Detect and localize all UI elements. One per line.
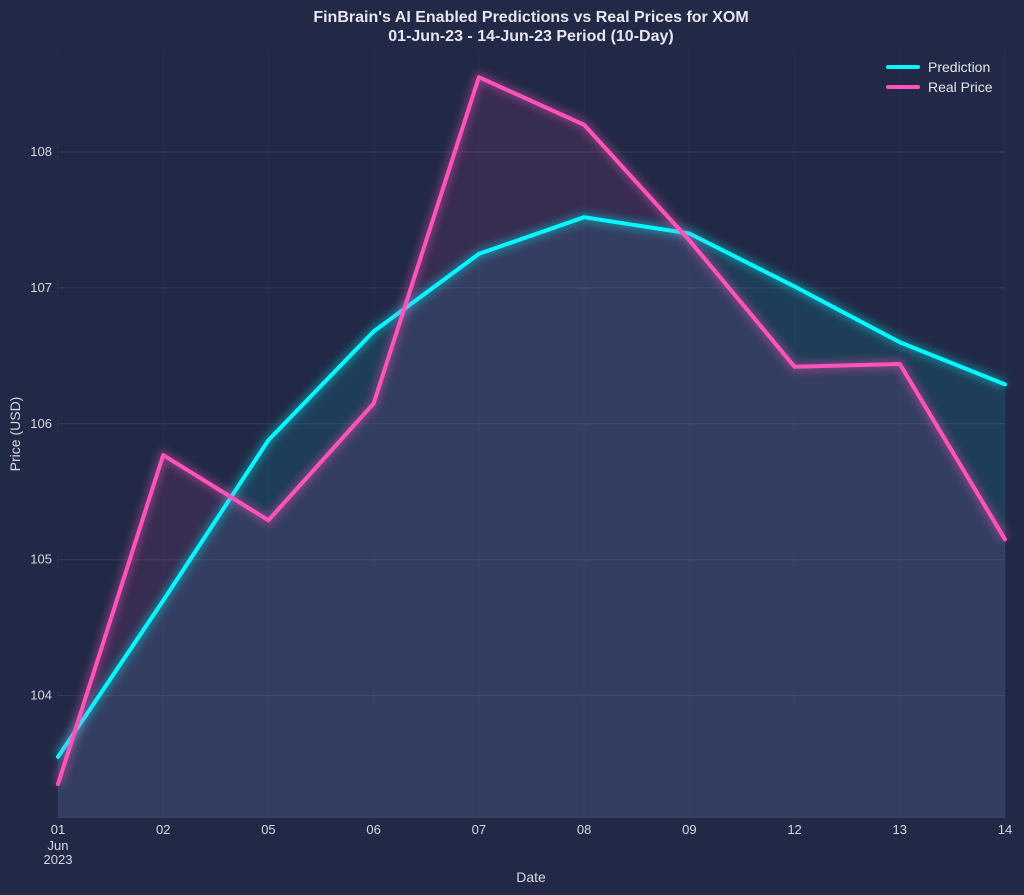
x-tick-label: 13: [893, 822, 907, 837]
y-tick-label: 107: [30, 280, 52, 295]
x-tick-label: 06: [366, 822, 380, 837]
chart-subtitle: 01-Jun-23 - 14-Jun-23 Period (10-Day): [388, 28, 673, 45]
real-price-line: [56, 75, 1007, 787]
x-tick-label: 01: [51, 822, 65, 837]
x-tick-label: 08: [577, 822, 591, 837]
y-axis-ticks: 104 105 106 107 108: [30, 144, 52, 703]
prediction-area-fill: [58, 217, 1005, 818]
x-tick-sublabel: Jun: [48, 838, 69, 853]
plot-area: [58, 50, 1005, 818]
y-tick-label: 108: [30, 144, 52, 159]
x-tick-label: 02: [156, 822, 170, 837]
chart-title: FinBrain's AI Enabled Predictions vs Rea…: [313, 9, 748, 26]
real-price-area-fill: [58, 77, 1005, 818]
legend: Prediction Real Price: [886, 59, 993, 95]
x-tick-label: 09: [682, 822, 696, 837]
y-tick-label: 106: [30, 416, 52, 431]
x-tick-label: 05: [261, 822, 275, 837]
x-axis-label: Date: [516, 869, 546, 885]
x-tick-sublabel: 2023: [44, 852, 73, 867]
series-lines: [53, 72, 1010, 787]
x-tick-label: 14: [998, 822, 1012, 837]
prediction-line: [56, 215, 1007, 759]
y-axis-label: Price (USD): [7, 397, 23, 472]
x-tick-label: 12: [787, 822, 801, 837]
legend-label: Prediction: [928, 59, 990, 75]
area-fills: [58, 77, 1005, 818]
legend-label: Real Price: [928, 79, 993, 95]
x-tick-label: 07: [472, 822, 486, 837]
y-tick-label: 105: [30, 552, 52, 567]
y-tick-label: 104: [30, 688, 52, 703]
